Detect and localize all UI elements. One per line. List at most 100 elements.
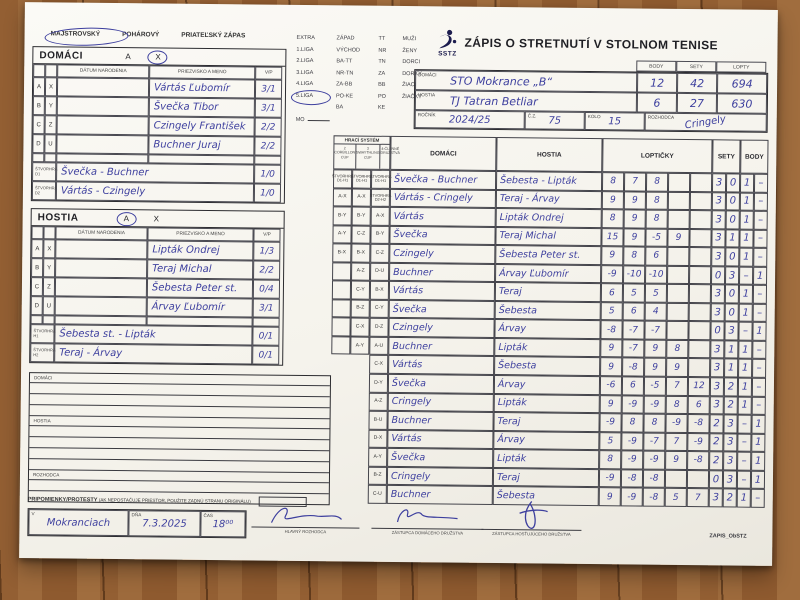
roster-doubles-label: ŠTVORHRA D2 bbox=[31, 181, 57, 201]
grid-hostia-player: Šebesta - Lipták bbox=[495, 171, 603, 191]
grid-col-sety: SETY bbox=[712, 139, 741, 174]
ball-score: -10 bbox=[645, 265, 668, 285]
set-score: 3 bbox=[711, 247, 726, 267]
ball-score bbox=[686, 469, 710, 489]
match-type-option-poharovy: POHÁROVÝ bbox=[122, 31, 160, 39]
ball-score: 8 bbox=[645, 209, 668, 229]
ball-score: 9 bbox=[665, 451, 688, 470]
grid-domaci-player: Vártás bbox=[387, 429, 494, 450]
roster-player-name: Šebesta Peter st. bbox=[146, 278, 254, 299]
league-cell: ZA bbox=[378, 70, 386, 77]
league-cell: VÝCHOD bbox=[336, 46, 361, 54]
grid-domaci-player: Vártás bbox=[388, 355, 495, 376]
grid-hostia-player: Šebesta bbox=[494, 356, 601, 377]
ball-score bbox=[689, 228, 712, 248]
sstz-logo-text: SSTZ bbox=[438, 50, 457, 58]
ball-score bbox=[689, 173, 713, 192]
roster-player-name: Teraj Michal bbox=[147, 259, 254, 280]
point-score: 1 bbox=[751, 433, 766, 453]
league-cell: NR bbox=[378, 47, 387, 54]
league-cell: TT bbox=[378, 35, 386, 42]
grid-col-domaci: DOMÁCI bbox=[390, 135, 497, 172]
league-cell: TN bbox=[378, 58, 386, 65]
referee-signature-icon bbox=[270, 507, 342, 523]
grid-hostia-player: Árvay bbox=[494, 319, 601, 340]
roster-player-vp: 3/1 bbox=[254, 79, 283, 99]
ball-score bbox=[689, 247, 712, 267]
domaci-lopty-value: 694 bbox=[717, 73, 768, 94]
system3-code: B-X bbox=[351, 243, 371, 263]
system4-code: C-Z bbox=[370, 243, 390, 263]
score-row-rocnik: ROČNÍK 2024/25 Č.Z. 75 KOLO 15 ROZHODCA … bbox=[414, 110, 767, 132]
ball-score: -9 bbox=[643, 450, 666, 470]
ball-score bbox=[667, 172, 691, 192]
system3-code: A-X bbox=[351, 188, 372, 207]
ball-score: -9 bbox=[621, 431, 644, 451]
rozhodca-label: ROZHODCA bbox=[647, 114, 675, 120]
league-cell: PO bbox=[377, 93, 386, 100]
roster-player-vp: 2/2 bbox=[254, 117, 282, 137]
notes-box: DOMÁCI HOSTIA ROZHODCA bbox=[27, 372, 332, 506]
system4-code: B-Y bbox=[370, 225, 390, 245]
roster-doubles-vp: 1/0 bbox=[253, 183, 282, 203]
point-score: – bbox=[753, 210, 768, 230]
ball-score: 9 bbox=[667, 228, 690, 248]
roster-corner-cell bbox=[33, 64, 46, 78]
hostia-letter-x: X bbox=[153, 214, 160, 224]
roster-letter: D bbox=[32, 134, 45, 154]
point-score: 1 bbox=[750, 470, 766, 490]
grid-hostia-player: Teraj bbox=[494, 282, 602, 302]
point-score: – bbox=[737, 414, 752, 434]
ball-score bbox=[689, 265, 712, 285]
set-score: 0 bbox=[725, 210, 740, 230]
roster-doubles-label: ŠTVORHRA H2 bbox=[30, 343, 56, 363]
roster-letter: B bbox=[31, 258, 44, 278]
set-score: 1 bbox=[725, 229, 740, 248]
grid-hostia-player: Lipták bbox=[493, 393, 600, 414]
ball-score bbox=[667, 265, 690, 285]
ball-score: -7 bbox=[643, 432, 666, 452]
system3-code: C-Y bbox=[350, 280, 371, 300]
roster-birthdate-cell bbox=[55, 258, 148, 279]
set-score: 1 bbox=[724, 340, 739, 360]
roster-col-meno: PRIEZVISKO A MENO bbox=[147, 227, 254, 242]
grid-domaci-player: Cringely bbox=[387, 392, 494, 413]
league-cell: 2.LIGA bbox=[296, 57, 314, 65]
ball-score bbox=[688, 358, 711, 378]
rozhodca-signature: Cringely bbox=[684, 113, 728, 132]
roster-player-name: Vártás Ľubomír bbox=[148, 78, 256, 99]
point-score: 1 bbox=[739, 173, 755, 193]
roster-doubles-vp: 1/0 bbox=[254, 164, 282, 184]
set-score: 3 bbox=[710, 358, 725, 378]
ball-score: -5 bbox=[645, 228, 668, 248]
system2-code bbox=[331, 317, 351, 337]
ball-score: 9 bbox=[623, 227, 646, 247]
system4-code: C-U bbox=[367, 484, 387, 504]
system2-code bbox=[332, 262, 352, 281]
domaci-letter-a: A bbox=[125, 52, 131, 62]
league-cell: ZA-BB bbox=[336, 81, 353, 88]
grid-hostia-player: Lipták Ondrej bbox=[495, 208, 602, 228]
point-score: 1 bbox=[738, 303, 753, 323]
point-score: – bbox=[753, 229, 768, 249]
set-score: 2 bbox=[709, 414, 724, 434]
ball-score: -9 bbox=[665, 413, 688, 433]
ball-score bbox=[667, 191, 690, 211]
hostia-label: HOSTIA bbox=[417, 92, 436, 98]
ball-score: 7 bbox=[623, 172, 647, 192]
form-code: ZAPIS_ObSTZ bbox=[709, 533, 747, 540]
ball-score: -9 bbox=[621, 450, 644, 470]
ball-score: -8 bbox=[687, 451, 710, 471]
set-score: 0 bbox=[710, 321, 725, 341]
ball-score: 6 bbox=[645, 246, 668, 266]
roster-player-vp: 3/1 bbox=[252, 298, 280, 318]
ball-score: -10 bbox=[623, 265, 646, 284]
grid-hostia-player: Lipták bbox=[494, 337, 601, 358]
roster-birthdate-cell bbox=[56, 77, 150, 98]
set-score: 3 bbox=[710, 303, 725, 322]
grid-domaci-player: Buchner bbox=[386, 485, 493, 505]
league-cell: 1.LIGA bbox=[296, 46, 314, 53]
point-score: 1 bbox=[738, 359, 753, 378]
hostia-letter-a: A bbox=[123, 214, 130, 224]
